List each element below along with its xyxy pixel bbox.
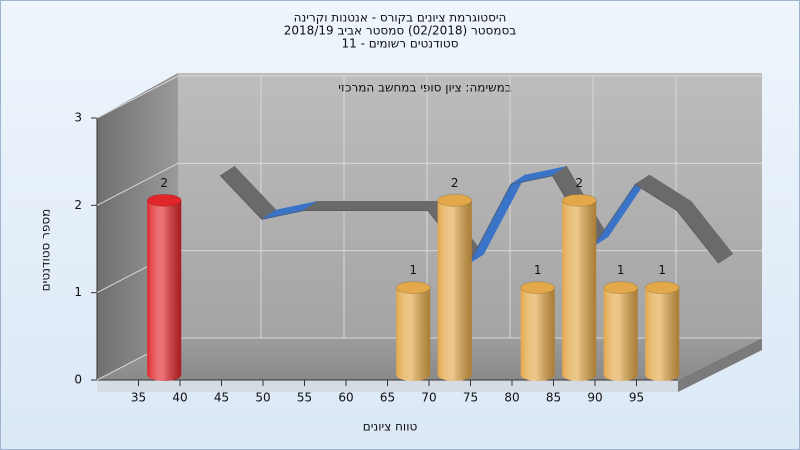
bar-top (146, 193, 182, 207)
bar-top (561, 193, 597, 207)
x-tick-label: 85 (546, 391, 561, 405)
floor-edge (678, 338, 762, 392)
chart-title: סטודנטים רשומים - 11 (341, 37, 458, 51)
x-axis-label: טווח ציונים (363, 420, 418, 434)
x-tick-label: 60 (338, 391, 353, 405)
x-tick-label: 75 (463, 391, 478, 405)
y-tick-label: 3 (74, 111, 82, 125)
y-tick-label: 2 (74, 198, 82, 212)
x-tick-label: 80 (504, 391, 519, 405)
value-label: 1 (617, 263, 625, 277)
bar-shade (520, 287, 555, 381)
bar-shade (396, 287, 431, 381)
x-tick-label: 55 (297, 391, 312, 405)
value-label: 2 (160, 176, 168, 190)
chart-title: בסמסטר (02/2018) סמסטר אביב 2018/19 (284, 24, 516, 38)
bar-shade (603, 287, 638, 381)
y-tick-label: 0 (74, 373, 82, 387)
x-tick-label: 90 (587, 391, 602, 405)
bar-shade (645, 287, 680, 381)
bar-top (520, 281, 556, 295)
x-tick-label: 40 (172, 391, 187, 405)
bar-top (395, 281, 431, 295)
bar-top (644, 281, 680, 295)
bar-top (603, 281, 639, 295)
x-tick-label: 45 (214, 391, 229, 405)
bar-shade (562, 200, 597, 381)
grid-line (96, 75, 762, 119)
annotation: במשימה: ציון סופי במחשב המרכזי (338, 81, 512, 95)
x-tick-label: 95 (629, 391, 644, 405)
value-label: 1 (534, 263, 542, 277)
value-label: 2 (575, 176, 583, 190)
x-tick-label: 65 (380, 391, 395, 405)
bar-top (437, 193, 473, 207)
x-tick-label: 35 (131, 391, 146, 405)
chart-title: היסטוגרמת ציונים בקורס - אנטנות וקרינה (294, 11, 507, 25)
value-label: 1 (409, 263, 417, 277)
x-tick-label: 70 (421, 391, 436, 405)
bar-shade (147, 200, 182, 381)
value-label: 1 (658, 263, 666, 277)
y-axis-label: מספר סטודנטים (39, 209, 53, 292)
y-tick-label: 1 (74, 285, 82, 299)
value-label: 2 (451, 176, 459, 190)
grid-line (96, 162, 762, 206)
x-tick-label: 50 (255, 391, 270, 405)
bar-shade (437, 200, 472, 381)
